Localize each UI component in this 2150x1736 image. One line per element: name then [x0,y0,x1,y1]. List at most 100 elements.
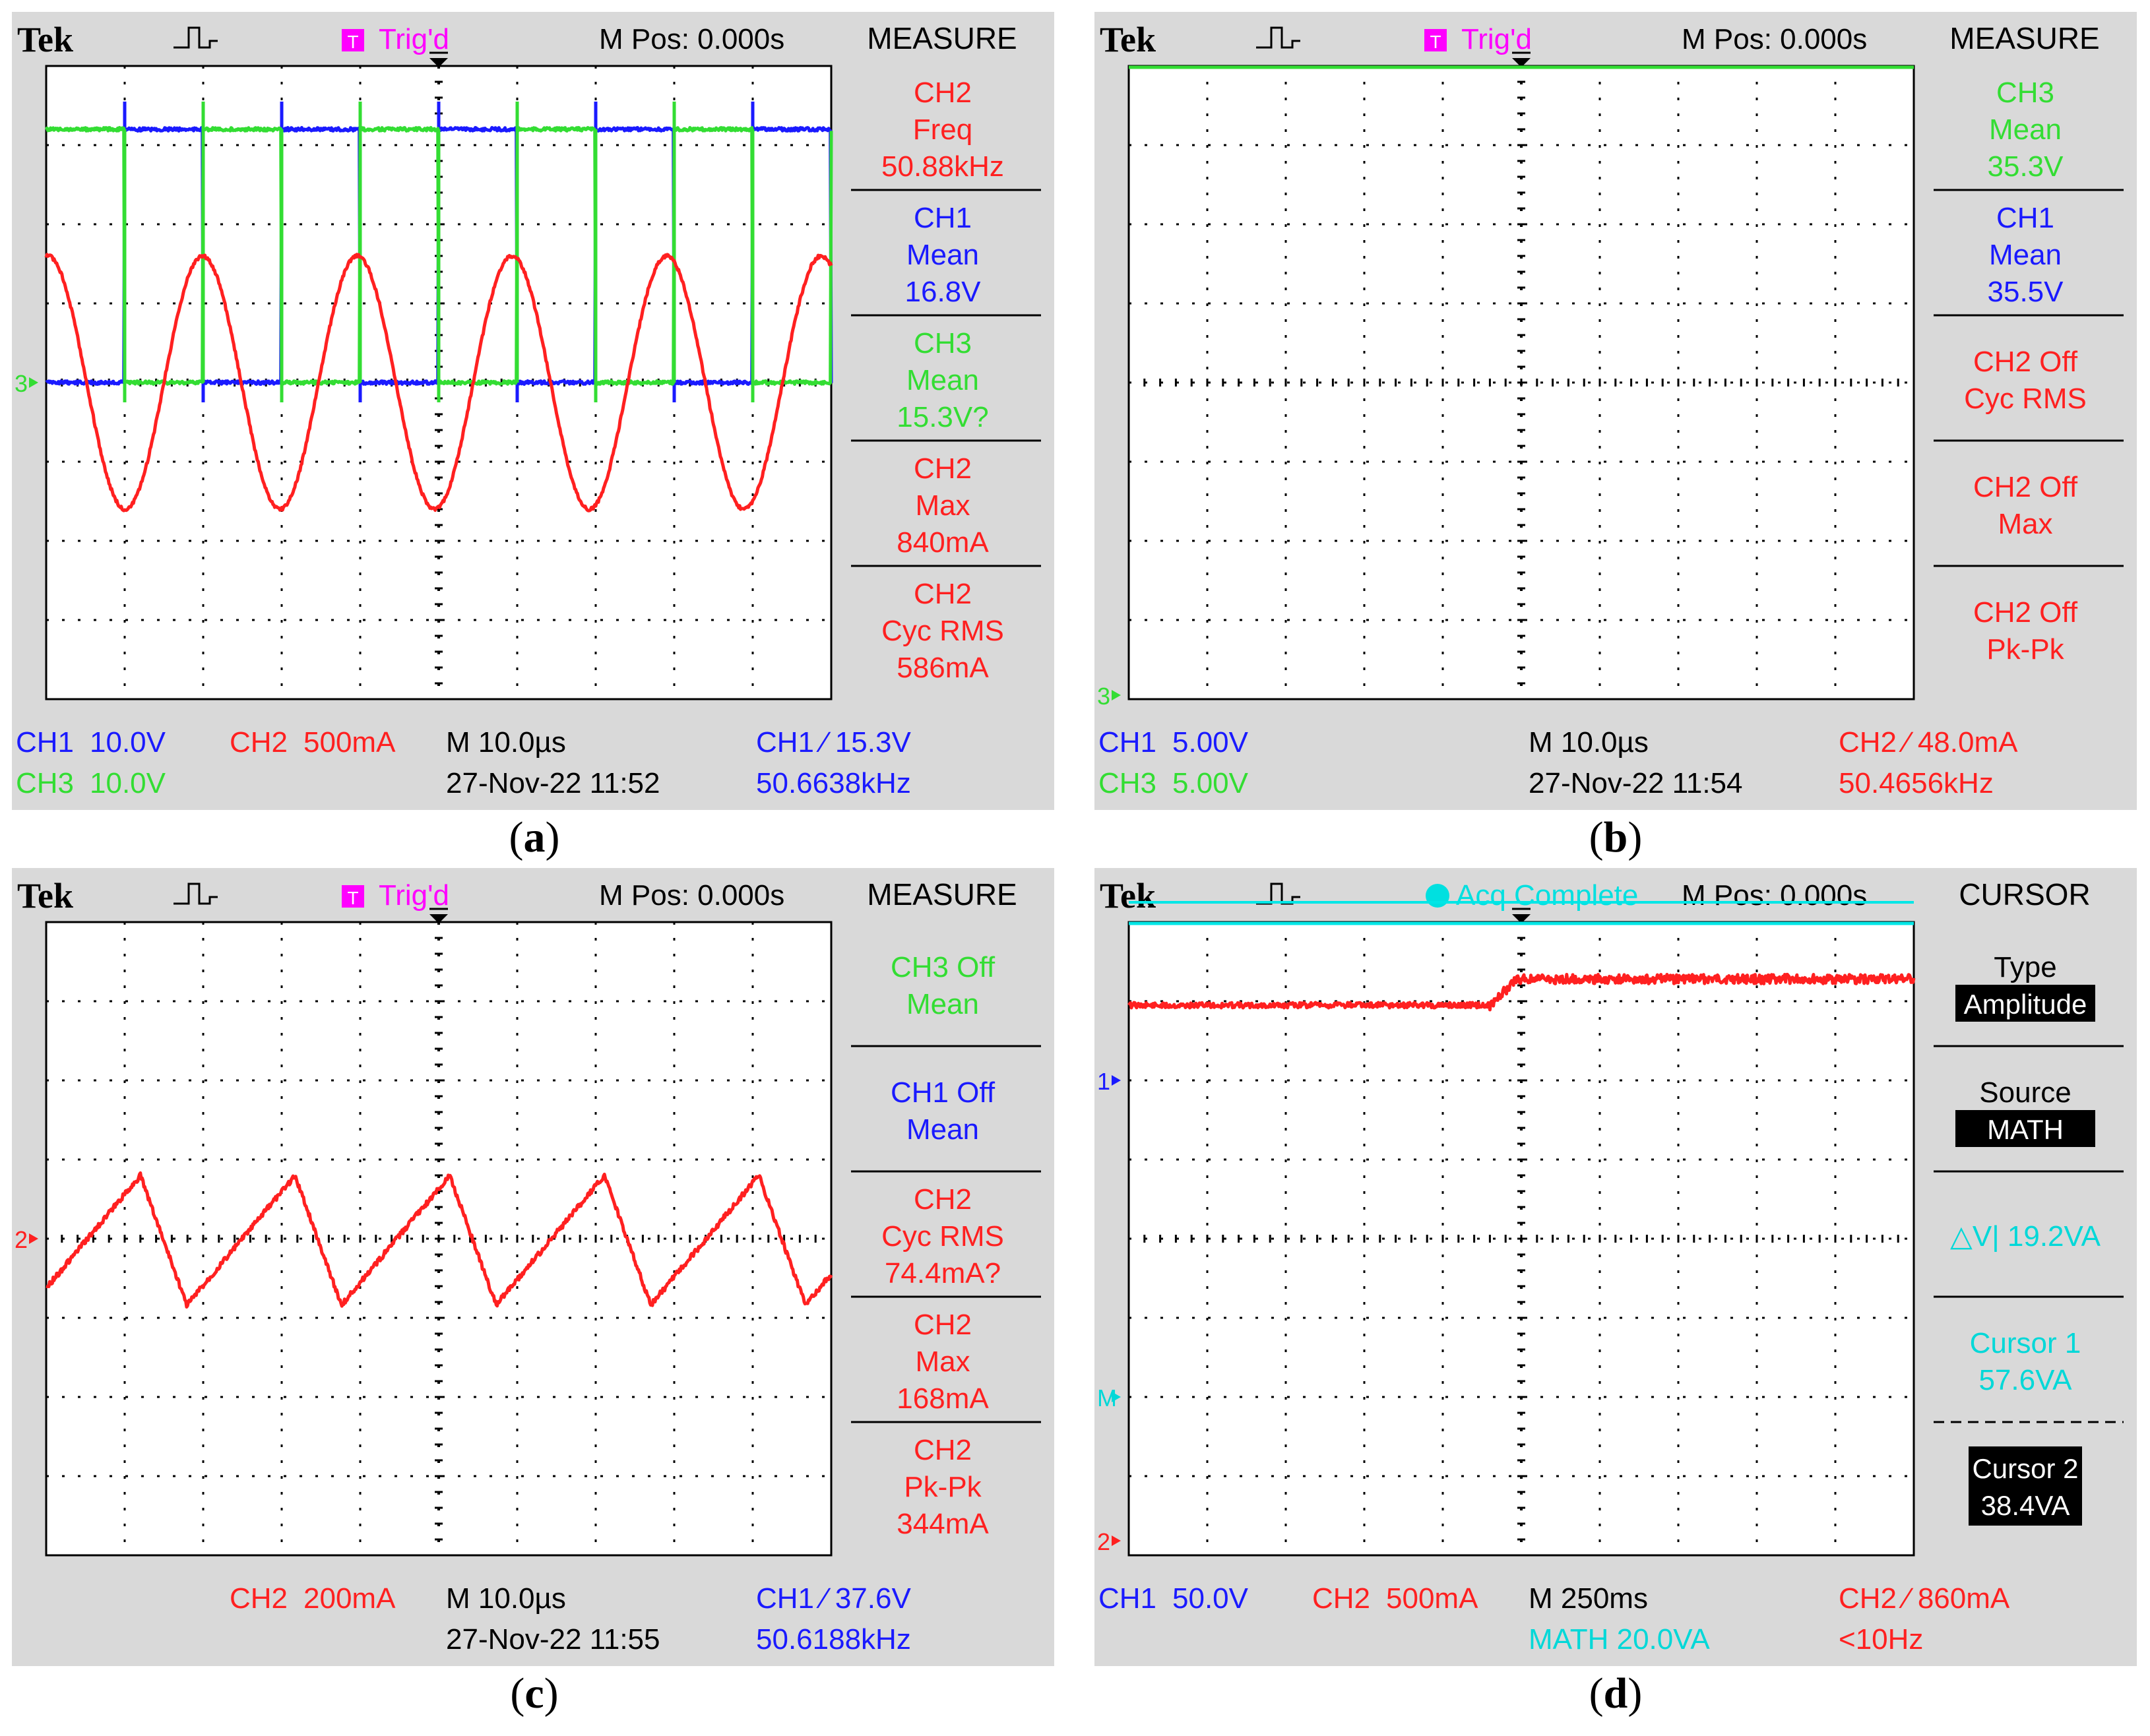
panel-d-ground-marker-arrow-2 [1112,1535,1121,1546]
panel-a-readout-2: CH2 [230,726,288,759]
panel-c-readout-1: 200mA [303,1582,396,1615]
panel-b-brand-logo: Tek [1100,20,1156,59]
panel-c-menu-0-line-1: Mean [906,988,979,1020]
panel-d-ground-marker-1: 1 [1097,1068,1110,1095]
panel-c-menu-4-line-1: Pk-Pk [904,1471,982,1503]
panel-a-menu-0-line-1: Freq [913,113,972,146]
panel-b-readout-4: CH3 [1098,767,1156,799]
panel-c-trigger-position-marker [429,914,448,923]
panel-a-readout-7: 10.0V [90,767,166,799]
panel-a-ground-marker-arrow-0 [29,377,38,388]
panel-label-a-letter: a [523,813,546,861]
panel-d-status-text: Acq Complete [1456,879,1638,912]
panel-b-readout-1: 5.00V [1172,726,1249,759]
panel-a-menu-0-line-2: 50.88kHz [881,150,1004,183]
panel-a-menu-1-line-1: Mean [906,239,979,271]
panel-d-menu-2-line-0: △V| 19.2VA [1950,1220,2101,1253]
panel-b-readout-2: M 10.0µs [1529,726,1649,759]
panel-d-menu-title: CURSOR [1959,877,2090,912]
panel-d-menu-3-line-0: Cursor 1 [1970,1327,2081,1359]
panel-d-readout-6: MATH 20.0VA [1529,1623,1710,1656]
panel-b-readout-6: 27-Nov-22 11:54 [1529,767,1743,799]
panel-b-readout-7: 50.4656kHz [1839,767,1994,799]
panel-d-menu-1-value: MATH [1987,1114,2064,1145]
scope-panel-a: Tek T Trig'd M Pos: 0.000s MEASURE 3 CH2 Freq 50… [12,12,1054,810]
panel-a-menu-1-line-2: 16.8V [905,276,982,308]
scope-panel-c: Tek T Trig'd M Pos: 0.000s MEASURE 2 CH3 Off Me… [12,868,1054,1666]
panel-a-status-text: Trig'd [379,23,449,55]
panel-a-trigger-icon [174,26,218,49]
panel-b-ground-marker-arrow-0 [1112,690,1121,700]
panel-a-menu-2-line-2: 15.3V? [897,401,988,433]
panel-c-ground-marker-arrow-0 [29,1233,38,1244]
panel-d-brand-logo: Tek [1100,876,1156,915]
panel-d-menu-4-line-1: 38.4VA [1981,1490,2070,1521]
panel-a-ground-marker-3: 3 [15,370,28,397]
panel-c-mpos-text: M Pos: 0.000s [599,879,784,912]
panel-a-menu-2-line-0: CH3 [914,327,972,359]
panel-a-menu-3-line-1: Max [915,489,970,522]
panel-b-menu-title: MEASURE [1949,21,2099,55]
panel-c-readout-4: 27-Nov-22 11:55 [446,1623,660,1656]
panel-a-menu-0-line-0: CH2 [914,77,972,109]
panel-a-status-icon-letter: T [347,32,358,52]
panel-a-mpos-text: M Pos: 0.000s [599,23,784,55]
panel-label-d: (d) [1589,1669,1643,1718]
panel-c-menu-2-line-2: 74.4mA? [885,1257,1001,1289]
panel-label-a: (a) [509,813,560,861]
panel-c-trigger-icon [174,883,218,905]
panel-a-readout-5: CH1 ∕ 15.3V [756,726,911,759]
panel-b-status-icon [1424,29,1447,51]
panel-b-readout-5: 5.00V [1172,767,1249,799]
panel-a-readout-8: 27-Nov-22 11:52 [446,767,660,799]
panel-b-menu-1-line-0: CH1 [1996,202,2054,234]
panel-d-menu-0-value-box [1955,985,2095,1022]
panel-d-menu-1-value-box [1955,1110,2095,1147]
panel-d-menu-0-value: Amplitude [1964,989,2087,1020]
panel-b-menu-1-line-1: Mean [1989,239,2062,271]
panel-a-readout-3: 500mA [303,726,396,759]
scope-screen-d: Tek Acq Complete M Pos: 0.000s CURSOR1M2Typ… [1097,876,2124,1656]
panel-d-readout-2: CH2 [1312,1582,1370,1615]
panel-c-status-text: Trig'd [379,879,449,912]
panel-b-menu-2-line-1: Cyc RMS [1964,383,2087,415]
panel-b-status-icon-letter: T [1430,32,1441,52]
panel-b-ground-marker-3: 3 [1097,683,1110,710]
panel-c-status-icon [342,885,364,908]
panel-b-menu-1-line-2: 35.5V [1988,276,2064,308]
panel-c-menu-1-line-1: Mean [906,1113,979,1146]
panel-d-menu-4-value-box [1969,1446,2082,1526]
panel-a-menu-4-line-1: Cyc RMS [881,615,1004,647]
panel-c-status-icon-letter: T [347,888,358,908]
panel-b-menu-3-line-0: CH2 Off [1973,471,2078,503]
panel-c-menu-3-line-1: Max [915,1346,970,1378]
panel-a-trace-ch2 [44,253,833,512]
panel-d-readout-4: M 250ms [1529,1582,1648,1615]
panel-d-menu-0-line-0: Type [1994,951,2056,983]
panel-d-readout-5: CH2 ∕ 860mA [1839,1582,2010,1615]
panel-label-b: (b) [1589,813,1643,861]
panel-b-mpos-text: M Pos: 0.000s [1682,23,1867,55]
panel-a-readout-0: CH1 [16,726,74,759]
panel-d-readout-0: CH1 [1098,1582,1156,1615]
panel-b-menu-4-line-0: CH2 Off [1973,596,2078,629]
panel-a-status-icon [342,29,364,51]
panel-b-graticule [1127,51,1915,700]
panel-c-menu-title: MEASURE [867,877,1017,912]
panel-label-c: (c) [510,1669,559,1718]
panel-a-menu-2-line-1: Mean [906,364,979,396]
panel-b-trigger-icon [1256,26,1300,49]
panel-c-menu-2-line-0: CH2 [914,1183,972,1216]
panel-c-menu-2-line-1: Cyc RMS [881,1220,1004,1253]
panel-d-ground-marker-arrow-1 [1112,1392,1121,1402]
panel-a-readout-1: 10.0V [90,726,166,759]
panel-c-menu-1-line-0: CH1 Off [891,1076,996,1109]
panel-a-menu-1-line-0: CH1 [914,202,972,234]
panel-label-d-letter: d [1603,1669,1628,1718]
panel-c-ground-marker-2: 2 [15,1226,28,1253]
panel-a-readout-6: CH3 [16,767,74,799]
panel-a-brand-logo: Tek [17,20,73,59]
panel-d-menu-4-line-0: Cursor 2 [1972,1453,2078,1484]
panel-c-trace-ch2 [45,1171,833,1309]
panel-b-status-text: Trig'd [1461,23,1532,55]
